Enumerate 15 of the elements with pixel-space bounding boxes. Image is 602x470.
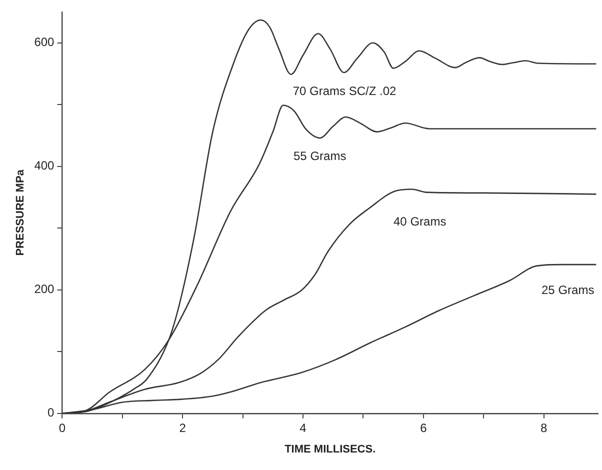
series-label: 25 Grams <box>542 282 594 297</box>
y-tick-label: 0 <box>48 406 55 420</box>
x-axis-title: TIME MILLISECS. <box>284 443 376 456</box>
x-tick-label: 6 <box>420 420 428 435</box>
x-tick-label: 0 <box>58 420 66 435</box>
series-label: 70 Grams SC/Z .02 <box>292 84 397 98</box>
series-label: 55 Grams <box>294 149 346 164</box>
x-tick-label: 8 <box>540 420 548 435</box>
y-tick-label: 200 <box>34 282 55 296</box>
y-tick-label: 400 <box>34 158 55 173</box>
x-tick-label: 4 <box>300 420 307 435</box>
y-tick-label: 600 <box>34 35 55 50</box>
y-axis-title: PRESSURE MPa <box>14 168 27 256</box>
series-label: 40 Grams <box>394 214 446 228</box>
x-tick-label: 2 <box>179 420 186 435</box>
